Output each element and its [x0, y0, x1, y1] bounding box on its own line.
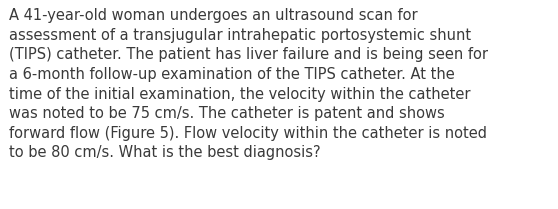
- Text: A 41-year-old woman undergoes an ultrasound scan for
assessment of a transjugula: A 41-year-old woman undergoes an ultraso…: [9, 8, 488, 160]
